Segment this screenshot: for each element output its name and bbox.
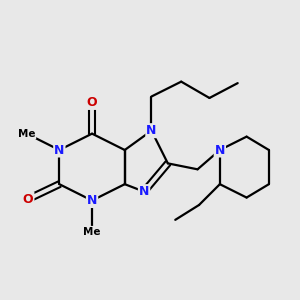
Text: N: N [146, 124, 157, 137]
Text: Me: Me [83, 227, 101, 237]
Text: N: N [139, 185, 149, 198]
Text: O: O [87, 96, 98, 109]
Text: N: N [54, 143, 64, 157]
Text: N: N [87, 194, 97, 207]
Text: Me: Me [18, 129, 35, 139]
Text: O: O [23, 193, 34, 206]
Text: N: N [215, 143, 225, 157]
